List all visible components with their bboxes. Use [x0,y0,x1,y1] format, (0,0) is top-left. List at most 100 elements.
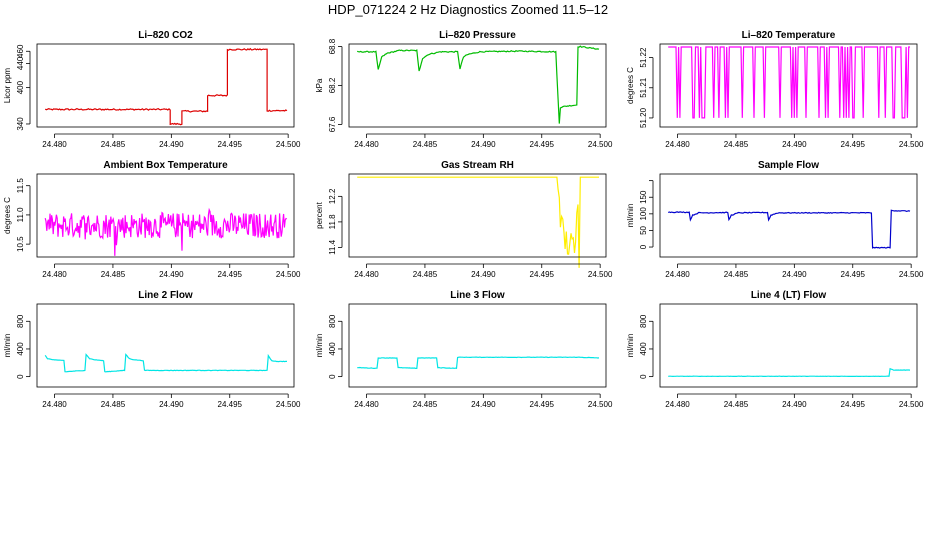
x-tick-label: 24.485 [724,140,749,149]
x-tick-label: 24.490 [782,270,807,279]
x-tick-label: 24.500 [899,140,924,149]
x-tick-label: 24.500 [276,140,301,149]
x-tick-label: 24.500 [588,270,613,279]
x-tick-label: 24.480 [354,140,379,149]
chart-panel-5: Gas Stream RH 24.480 24.485 24.490 24.495 24.… [315,160,613,279]
y-tick-label: 100 [639,207,648,221]
y-tick-label: 11.0 [16,207,25,223]
y-tick-label: 11.8 [328,214,337,230]
data-series-line [356,45,600,124]
plot-frame [36,173,295,258]
y-tick-label: 51.21 [639,77,648,98]
chart-panel-4: Ambient Box Temperature 24.480 24.485 24.49… [3,160,301,279]
y-tick-label: 0 [328,374,337,379]
x-tick-label: 24.495 [218,400,243,409]
x-tick-label: 24.495 [841,270,866,279]
y-tick-label: 12.2 [328,188,337,204]
page-title: HDP_071224 2 Hz Diagnostics Zoomed 11.5–… [327,2,609,17]
y-tick-label: 68.2 [328,77,337,93]
x-tick-label: 24.495 [530,270,555,279]
chart-panel-8: Line 3 Flow 24.480 24.485 24.490 24.495 24.50… [315,290,613,409]
x-tick-label: 24.490 [471,270,496,279]
y-tick-label: 50 [639,225,648,234]
y-tick-label: 51.20 [639,107,648,128]
y-tick-label: 68.8 [328,38,337,54]
y-tick-label: 10.5 [16,236,25,252]
x-tick-label: 24.500 [588,140,613,149]
x-tick-label: 24.485 [413,270,438,279]
chart-panel-2: Li–820 Pressure 24.480 24.485 24.490 24.495 2… [315,30,613,149]
x-tick-label: 24.485 [413,140,438,149]
y-axis-label: degrees C [3,197,12,234]
plot-frame [659,173,918,258]
data-series-line [357,176,599,268]
x-tick-label: 24.485 [724,270,749,279]
x-tick-label: 24.495 [530,400,555,409]
y-axis-label: ml/min [3,334,12,358]
chart-panel-3: Li–820 Temperature 24.480 24.485 24.490 24.4… [626,30,924,149]
y-tick-label: 800 [328,314,337,328]
y-axis-label: Licor ppm [3,68,12,103]
data-series-line [44,353,288,373]
x-tick-label: 24.495 [841,140,866,149]
y-tick-label: 460 [16,44,25,58]
y-tick-label: 400 [639,342,648,356]
chart-title: Sample Flow [758,160,819,171]
x-tick-label: 24.485 [101,400,126,409]
y-axis-label: ml/min [626,334,635,358]
plot-frame [348,173,607,258]
plot-frame [659,303,918,388]
y-tick-label: 400 [328,342,337,356]
y-axis-label: ml/min [315,334,324,358]
x-tick-label: 24.490 [471,140,496,149]
x-tick-label: 24.490 [159,270,184,279]
x-tick-label: 24.480 [665,400,690,409]
y-axis-label: percent [315,201,324,228]
y-axis-label: degrees C [626,67,635,104]
data-series-line [668,367,911,378]
x-tick-label: 24.485 [101,270,126,279]
x-tick-label: 24.500 [588,400,613,409]
y-tick-label: 11.4 [328,239,337,255]
y-tick-label: 51.22 [639,47,648,68]
x-tick-label: 24.480 [665,270,690,279]
x-tick-label: 24.500 [899,400,924,409]
chart-title: Ambient Box Temperature [103,160,228,171]
x-tick-label: 24.490 [782,400,807,409]
y-axis-label: kPa [315,78,324,92]
x-tick-label: 24.480 [354,270,379,279]
y-tick-label: 440 [16,56,25,70]
x-tick-label: 24.485 [101,140,126,149]
x-tick-label: 24.480 [42,270,67,279]
chart-title: Li–820 Temperature [742,30,836,41]
y-tick-label: 400 [16,342,25,356]
x-tick-label: 24.480 [42,140,67,149]
x-tick-label: 24.485 [724,400,749,409]
x-tick-label: 24.490 [159,140,184,149]
plot-frame [36,43,295,128]
chart-title: Line 3 Flow [450,290,505,301]
y-tick-label: 0 [16,374,25,379]
data-series-line [357,356,600,370]
chart-panel-7: Line 2 Flow 24.480 24.485 24.490 24.495 24.50… [3,290,301,409]
y-tick-label: 67.6 [328,116,337,132]
y-tick-label: 340 [16,117,25,131]
chart-title: Gas Stream RH [441,160,514,171]
x-tick-label: 24.495 [841,400,866,409]
data-series-line [667,209,911,249]
chart-panel-1: Li–820 CO2 24.480 24.485 24.490 24.495 24.500… [3,30,301,149]
x-tick-label: 24.490 [782,140,807,149]
y-axis-label: ml/min [626,204,635,228]
x-tick-label: 24.480 [42,400,67,409]
data-series-line [44,207,288,256]
plot-frame [348,303,607,388]
x-tick-label: 24.495 [218,140,243,149]
x-tick-label: 24.495 [218,270,243,279]
x-tick-label: 24.500 [899,270,924,279]
y-tick-label: 400 [16,80,25,94]
data-series-line [668,46,910,119]
plot-frame [348,43,607,128]
y-tick-label: 150 [639,190,648,204]
chart-panel-9: Line 4 (LT) Flow 24.480 24.485 24.490 24.495… [626,290,924,409]
